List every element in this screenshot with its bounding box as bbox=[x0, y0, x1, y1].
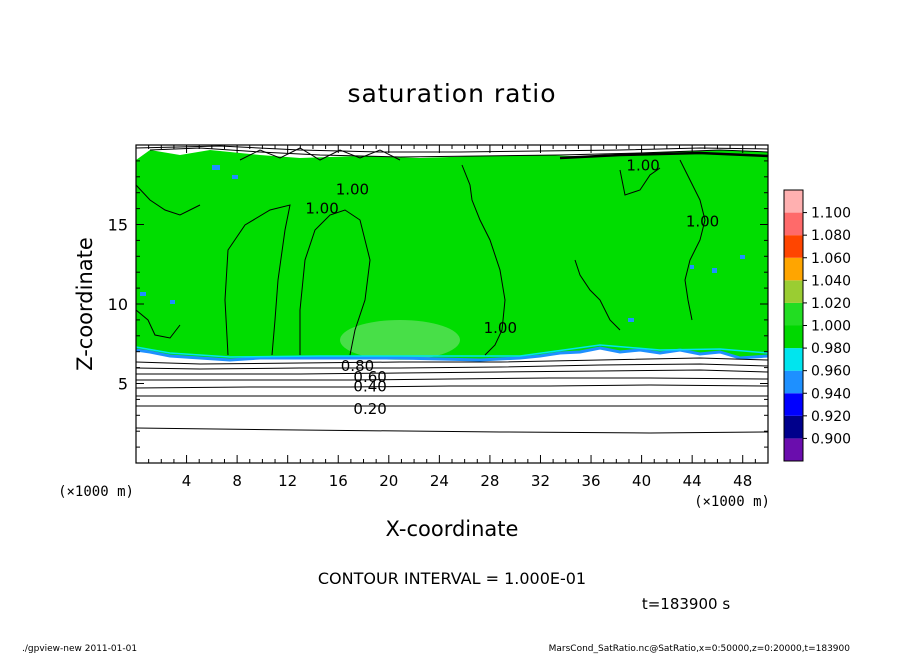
colorbar-swatch bbox=[784, 325, 803, 349]
y-axis: 5 10 15 bbox=[108, 160, 768, 448]
colorbar-label: 0.980 bbox=[811, 341, 851, 357]
contour-label: 0.80 bbox=[341, 357, 374, 375]
contour-label: 1.00 bbox=[336, 181, 369, 199]
x-tick-label: 44 bbox=[683, 472, 702, 490]
contour-label: 0.20 bbox=[353, 400, 386, 418]
y-tick-label: 10 bbox=[108, 295, 128, 314]
contour-label: 1.00 bbox=[686, 212, 719, 230]
contours-lower bbox=[135, 357, 769, 434]
colorbar-label: 1.060 bbox=[811, 251, 851, 267]
footer-right: MarsCond_SatRatio.nc@SatRatio,x=0:50000,… bbox=[549, 644, 851, 654]
colorbar-swatch bbox=[784, 212, 803, 236]
x-tick-label: 24 bbox=[430, 472, 449, 490]
x-tick-label: 36 bbox=[581, 472, 600, 490]
contour-labels: 1.00 1.00 1.00 1.00 1.00 0.80 0.60 0.40 … bbox=[305, 157, 719, 418]
contour-label: 0.60 bbox=[353, 368, 386, 386]
colorbar-label: 1.080 bbox=[811, 228, 851, 244]
x-axis: 4 8 12 16 20 24 28 32 36 40 44 48 bbox=[148, 145, 756, 490]
colorbar-swatch bbox=[784, 348, 803, 371]
contours-top bbox=[135, 145, 769, 161]
colorbar-swatch bbox=[784, 190, 803, 213]
x-tick-label: 4 bbox=[182, 472, 192, 490]
colorbar-label: 0.940 bbox=[811, 386, 851, 402]
x-tick-label: 40 bbox=[632, 472, 651, 490]
x-tick-label: 12 bbox=[278, 472, 297, 490]
colorbar-label: 1.040 bbox=[811, 273, 851, 289]
colorbar-swatch bbox=[784, 235, 803, 258]
saturation-field-1.02 bbox=[340, 320, 460, 360]
y-axis-label: Z-coordinate bbox=[73, 237, 97, 371]
footer-left: ./gpview-new 2011-01-01 bbox=[22, 644, 137, 654]
colorbar-label: 0.900 bbox=[811, 431, 851, 447]
contour-label: 1.00 bbox=[305, 200, 338, 218]
contour-label: 1.00 bbox=[484, 319, 517, 337]
time-stamp: t=183900 s bbox=[642, 595, 730, 613]
colorbar-swatch bbox=[784, 257, 803, 281]
y-tick-label: 5 bbox=[118, 375, 128, 394]
x-tick-label: 16 bbox=[329, 472, 348, 490]
colorbar-swatch bbox=[784, 393, 803, 416]
y-unit-label: (×1000 m) bbox=[58, 484, 134, 500]
contour-interval: CONTOUR INTERVAL = 1.000E-01 bbox=[318, 569, 586, 588]
chart-title: saturation ratio bbox=[347, 79, 556, 108]
x-axis-label: X-coordinate bbox=[386, 517, 519, 541]
x-unit-label: (×1000 m) bbox=[694, 494, 770, 510]
colorbar: 0.900 0.920 0.940 0.960 0.980 1.000 1.020 1.040… bbox=[783, 189, 851, 462]
contour-label: 0.40 bbox=[353, 378, 386, 396]
colorbar-label: 1.020 bbox=[811, 296, 851, 312]
x-tick-label: 28 bbox=[480, 472, 499, 490]
colorbar-label: 0.960 bbox=[811, 364, 851, 380]
contour-label: 1.00 bbox=[626, 157, 659, 175]
plot-area: 1.00 1.00 1.00 1.00 1.00 0.80 0.60 0.40 … bbox=[135, 144, 769, 464]
colorbar-swatch bbox=[784, 415, 803, 439]
x-tick-label: 48 bbox=[733, 472, 752, 490]
cloud-base-boundary-cyan bbox=[135, 344, 769, 358]
colorbar-swatch bbox=[784, 370, 803, 394]
y-tick-label: 15 bbox=[108, 216, 128, 235]
colorbar-swatch bbox=[784, 280, 803, 303]
colorbar-swatch bbox=[784, 302, 803, 326]
x-tick-label: 32 bbox=[531, 472, 550, 490]
saturation-field-1.00 bbox=[136, 150, 768, 360]
contours-1.00 bbox=[135, 159, 706, 356]
x-tick-label: 8 bbox=[232, 472, 242, 490]
colorbar-label: 0.920 bbox=[811, 409, 851, 425]
x-tick-label: 20 bbox=[379, 472, 398, 490]
low-saturation-specks bbox=[140, 165, 745, 322]
colorbar-label: 1.100 bbox=[811, 206, 851, 222]
colorbar-swatch bbox=[784, 438, 803, 461]
colorbar-label: 1.000 bbox=[811, 319, 851, 335]
